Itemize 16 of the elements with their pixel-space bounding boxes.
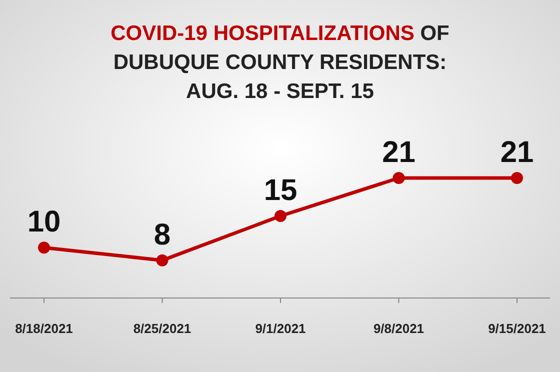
data-label: 10: [27, 206, 61, 239]
data-label: 15: [264, 174, 298, 207]
point: [274, 210, 286, 222]
data-label: 21: [500, 136, 534, 169]
point: [511, 172, 523, 184]
point: [392, 172, 405, 184]
chart-title: COVID-19 HOSPITALIZATIONS OF DUBUQUE COUNTY RESIDENTS: AUG. 18 - SEPT. 15: [110, 22, 450, 103]
data-label: 8: [154, 218, 171, 252]
point: [38, 242, 50, 254]
data-label: 21: [382, 136, 416, 169]
point: [156, 254, 168, 266]
x-tick-label: 9/8/2021: [373, 321, 424, 336]
x-tick-label: 8/25/2021: [133, 321, 192, 336]
x-tick-label: 9/1/2021: [255, 321, 306, 336]
x-tick-label: 9/15/2021: [488, 321, 546, 336]
x-tick-label: 8/18/2021: [15, 321, 73, 336]
